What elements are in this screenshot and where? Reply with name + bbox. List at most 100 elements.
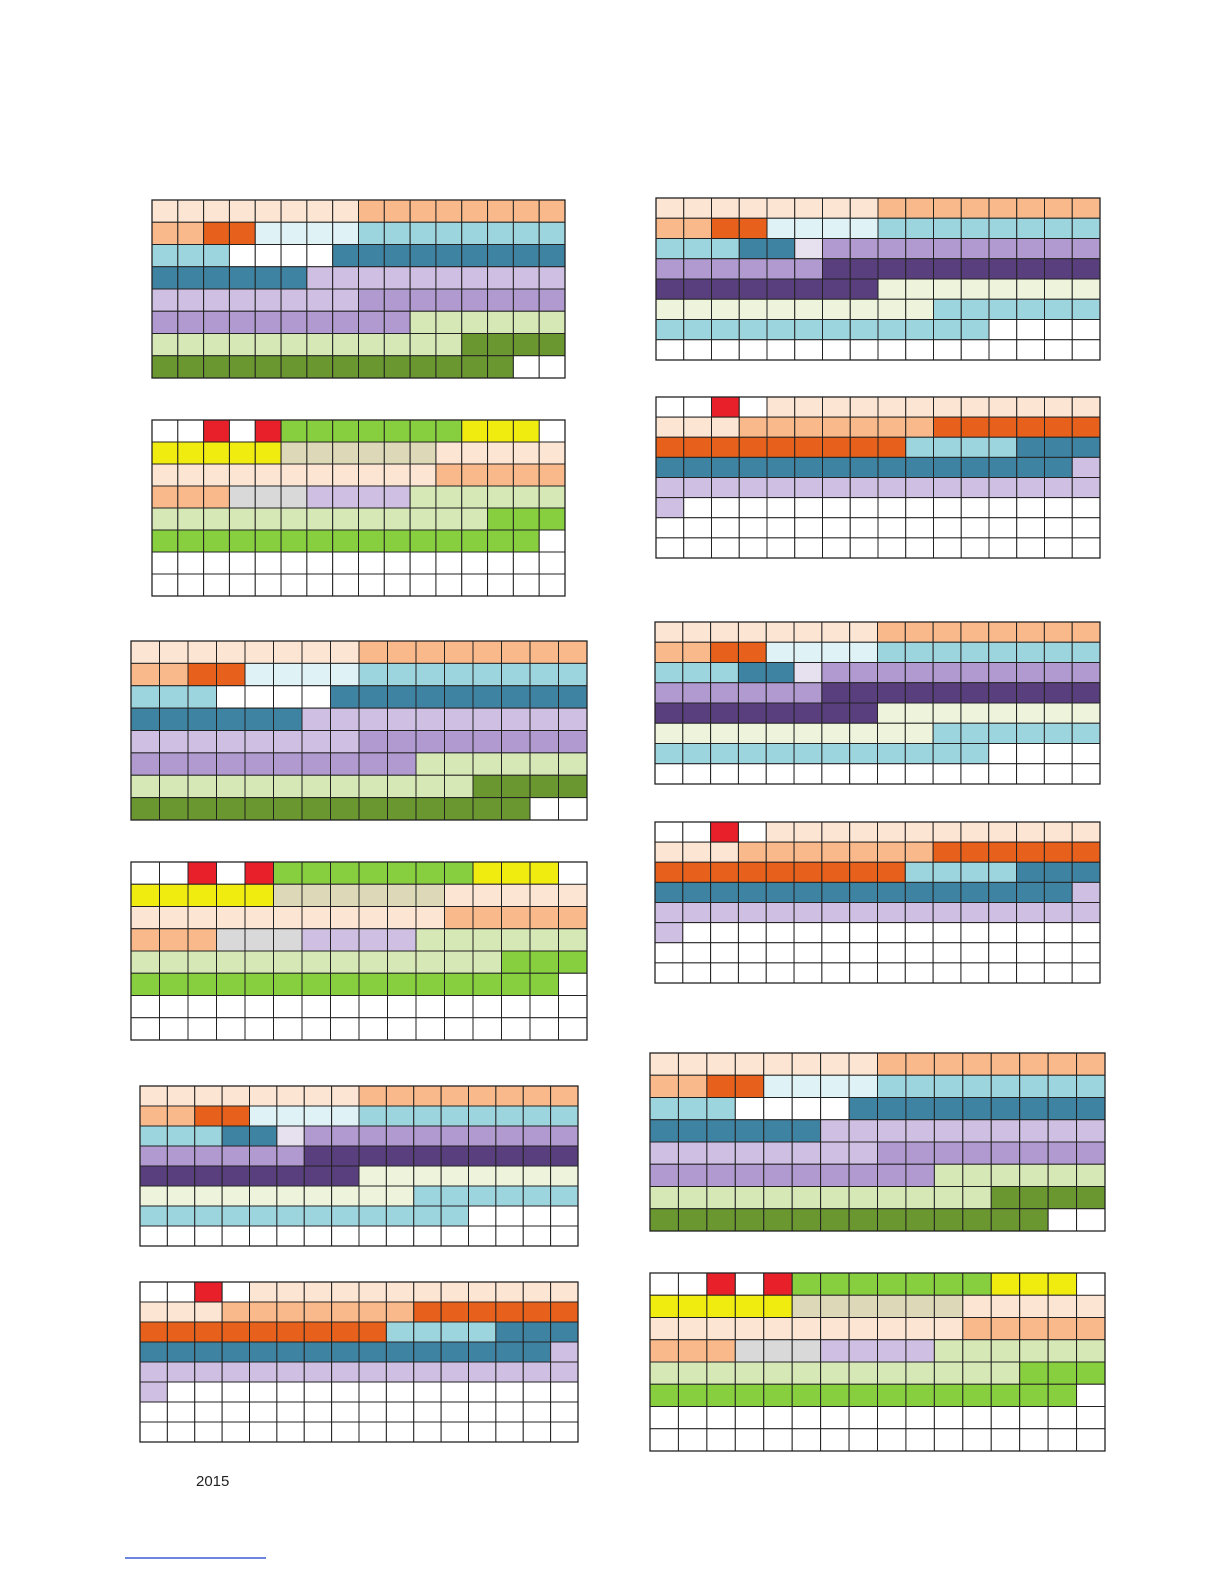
grid-cell bbox=[683, 298, 712, 320]
grid-cell bbox=[249, 1085, 278, 1107]
grid-cell bbox=[276, 1165, 305, 1187]
grid-cell bbox=[280, 333, 308, 357]
grid-cell bbox=[487, 485, 514, 509]
grid-cell bbox=[529, 640, 559, 664]
grid-cell bbox=[472, 950, 502, 974]
grid-cell bbox=[821, 902, 851, 924]
grid-cell bbox=[820, 1317, 850, 1341]
grid-cell bbox=[877, 682, 906, 704]
grid-cell bbox=[472, 883, 502, 907]
grid-cell bbox=[331, 1185, 360, 1207]
grid-cell bbox=[254, 463, 282, 487]
grid-cell bbox=[1071, 537, 1101, 559]
grid-cell bbox=[763, 1208, 793, 1232]
grid-cell bbox=[330, 1017, 360, 1041]
grid-cell bbox=[849, 662, 878, 684]
grid-cell bbox=[1047, 1186, 1078, 1210]
grid-cell bbox=[358, 797, 388, 821]
grid-cell bbox=[512, 573, 540, 597]
grid-cell bbox=[332, 333, 359, 357]
grid-cell bbox=[738, 197, 768, 219]
grid-cell bbox=[303, 1361, 333, 1383]
grid-cell bbox=[682, 942, 712, 964]
grid-cell bbox=[933, 1052, 964, 1076]
grid-cell bbox=[655, 197, 685, 219]
grid-cell bbox=[415, 1017, 445, 1041]
grid-cell bbox=[487, 266, 514, 290]
grid-cell bbox=[848, 1339, 878, 1363]
grid-cell bbox=[461, 199, 489, 223]
grid-cell bbox=[358, 707, 388, 731]
grid-cell bbox=[273, 797, 303, 821]
grid-cell bbox=[194, 1145, 223, 1167]
grid-cell bbox=[177, 441, 205, 465]
grid-cell bbox=[331, 1421, 360, 1443]
grid-cell bbox=[383, 333, 411, 357]
grid-cell bbox=[766, 436, 796, 458]
grid-cell bbox=[877, 197, 907, 219]
grid-cell bbox=[706, 1428, 736, 1452]
grid-cell bbox=[139, 1125, 168, 1147]
grid-cell bbox=[330, 774, 360, 799]
grid-cell bbox=[711, 217, 740, 239]
grid-cell bbox=[415, 774, 445, 799]
grid-cell bbox=[413, 1301, 442, 1323]
grid-cell bbox=[822, 396, 851, 418]
grid-cell bbox=[330, 685, 360, 709]
grid-cell bbox=[988, 278, 1018, 300]
grid-cell bbox=[221, 1185, 250, 1207]
grid-cell bbox=[501, 685, 531, 709]
grid-cell bbox=[254, 221, 282, 245]
grid-cell bbox=[763, 1074, 793, 1098]
grid-cell bbox=[306, 529, 334, 553]
grid-cell bbox=[820, 1208, 850, 1232]
grid-cell bbox=[1043, 763, 1073, 785]
grid-cell bbox=[677, 1406, 708, 1430]
grid-cell bbox=[221, 1401, 250, 1423]
grid-cell bbox=[1043, 722, 1073, 744]
grid-cell bbox=[933, 396, 962, 418]
grid-cell bbox=[151, 221, 179, 245]
grid-cell bbox=[244, 752, 274, 776]
grid-cell bbox=[358, 1085, 387, 1107]
grid-cell bbox=[877, 1428, 907, 1452]
grid-cell bbox=[276, 1281, 305, 1303]
grid-cell bbox=[550, 1085, 579, 1107]
grid-cell bbox=[495, 1185, 524, 1207]
grid-cell bbox=[794, 537, 823, 559]
grid-frame bbox=[655, 396, 1101, 559]
grid-cell bbox=[159, 685, 189, 709]
grid-cell bbox=[706, 1317, 736, 1341]
grid-cell bbox=[877, 763, 906, 785]
grid-cell bbox=[280, 441, 308, 465]
grid-cell bbox=[385, 1381, 415, 1403]
grid-cell bbox=[990, 1074, 1021, 1098]
grid-cell bbox=[301, 883, 331, 907]
grid-cell bbox=[273, 928, 303, 952]
grid-cell bbox=[358, 995, 388, 1019]
grid-cell bbox=[244, 797, 274, 821]
grid-cell bbox=[1076, 1383, 1106, 1407]
grid-cell bbox=[409, 485, 437, 509]
grid-cell bbox=[791, 1208, 822, 1232]
grid-cell bbox=[649, 1428, 679, 1452]
grid-cell bbox=[301, 730, 331, 754]
grid-cell bbox=[435, 463, 463, 487]
grid-cell bbox=[988, 641, 1018, 663]
grid-cell bbox=[440, 1301, 469, 1323]
grid-cell bbox=[905, 517, 934, 539]
grid-cell bbox=[683, 537, 712, 559]
grid-cell bbox=[273, 950, 303, 974]
grid-cell bbox=[529, 972, 559, 996]
grid-cell bbox=[960, 922, 990, 944]
grid-cell bbox=[244, 685, 274, 709]
grid-cell bbox=[734, 1141, 765, 1165]
grid-cell bbox=[933, 1141, 964, 1165]
grid-cell bbox=[166, 1321, 196, 1343]
grid-cell bbox=[187, 861, 217, 885]
grid-cell bbox=[330, 730, 360, 754]
grid-cell bbox=[468, 1185, 497, 1207]
grid-cell bbox=[254, 551, 282, 575]
grid-cell bbox=[538, 333, 566, 357]
grid-cell bbox=[461, 507, 489, 531]
